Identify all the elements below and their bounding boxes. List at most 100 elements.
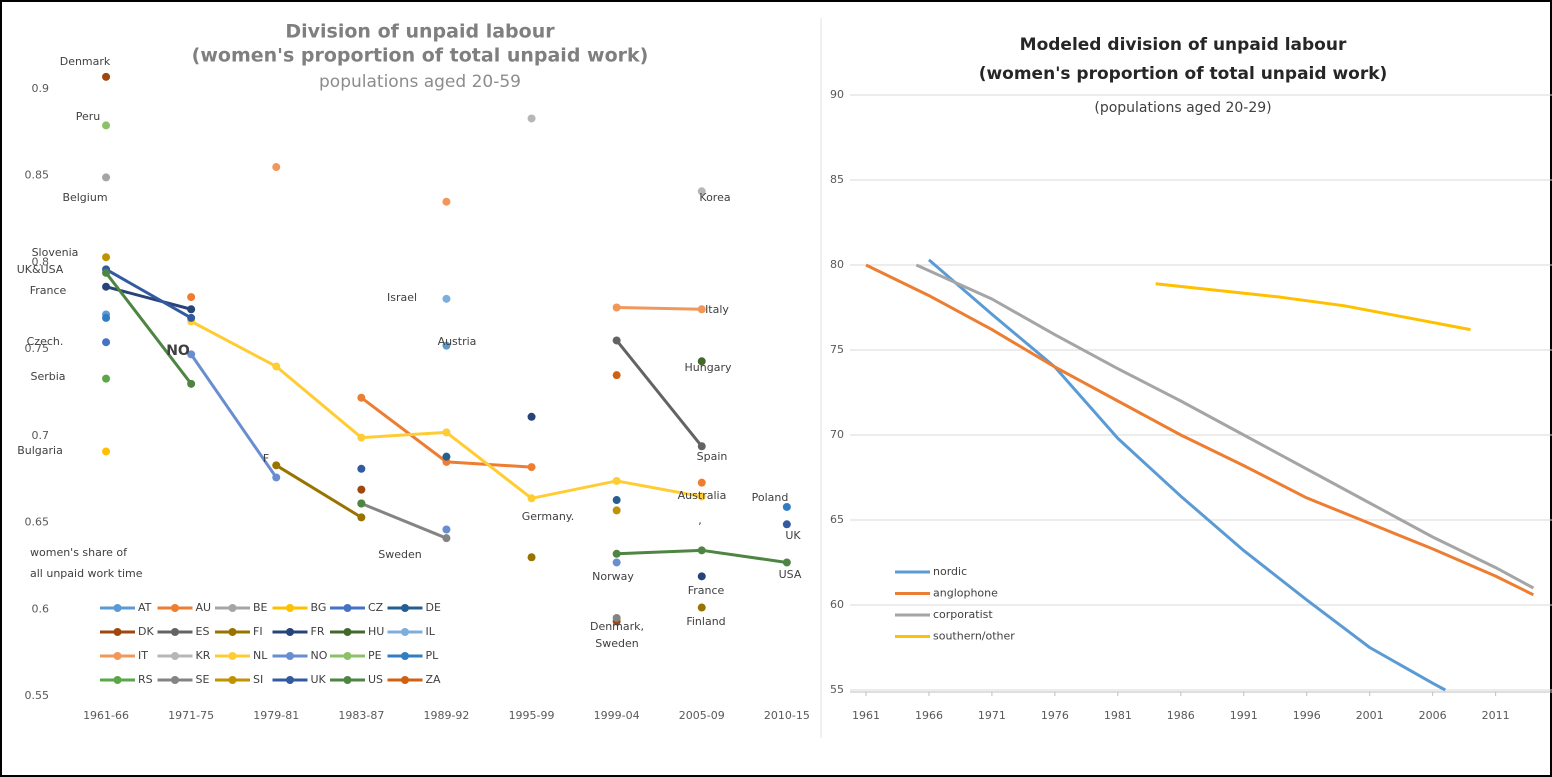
legend-label: DK (138, 625, 154, 638)
annotation: Finland (686, 615, 725, 628)
chart-title: (women's proportion of total unpaid work… (979, 64, 1388, 84)
series-line (616, 306, 702, 311)
point (357, 485, 366, 494)
point (187, 313, 196, 322)
x-tick-label: 2011 (1482, 709, 1510, 722)
legend-marker (343, 652, 352, 660)
annotation: Denmark, (590, 620, 644, 633)
x-tick-label: 1986 (1167, 709, 1195, 722)
legend-marker (286, 604, 294, 612)
y-tick-label: 60 (830, 598, 844, 611)
x-tick-label: 1981 (1104, 709, 1132, 722)
point (102, 253, 111, 262)
legend-marker (401, 652, 409, 660)
point (442, 428, 451, 437)
legend-label: AT (138, 601, 152, 614)
point (102, 72, 111, 81)
x-tick-label: 1971-75 (168, 709, 214, 722)
y-tick-label: 0.75 (25, 342, 50, 355)
point (612, 336, 621, 345)
annotation: Hungary (685, 361, 732, 374)
annotation: Sweden (595, 637, 638, 650)
annotation: Peru (76, 110, 101, 123)
series-line (927, 258, 1446, 692)
point (272, 163, 281, 172)
point (697, 305, 706, 314)
point (697, 442, 706, 451)
point (102, 282, 111, 291)
legend-marker (286, 652, 294, 660)
annotation: Italy (705, 303, 729, 316)
point (442, 197, 451, 206)
y-tick-label: 0.85 (25, 169, 50, 182)
point (102, 173, 111, 182)
point (612, 371, 621, 380)
point (272, 461, 281, 470)
point (612, 613, 621, 622)
legend-marker (228, 604, 237, 612)
x-tick-label: 1989-92 (423, 709, 469, 722)
x-tick-label: 1976 (1041, 709, 1069, 722)
x-tick-label: 2010-15 (764, 709, 810, 722)
legend-marker (228, 652, 237, 660)
annotation: F (263, 452, 269, 465)
chart-title: (women's proportion of total unpaid work… (192, 45, 649, 67)
point (782, 558, 791, 567)
annotation: USA (779, 568, 802, 581)
legend-label: BE (253, 601, 268, 614)
point (102, 447, 111, 456)
legend-label: BG (311, 601, 327, 614)
y-tick-label: 80 (830, 258, 844, 271)
x-tick-label: 1995-99 (509, 709, 555, 722)
annotation: UK (785, 529, 801, 542)
series-line (865, 263, 1535, 597)
point (272, 362, 281, 371)
point (272, 473, 281, 482)
y-tick-label: 0.6 (32, 602, 50, 615)
legend-marker (401, 604, 409, 612)
point (357, 393, 366, 402)
point (442, 534, 451, 543)
annotation: Norway (592, 570, 634, 583)
annotation: Korea (699, 191, 730, 204)
legend-marker (113, 604, 122, 612)
legend-marker (343, 628, 352, 636)
annotation: Germany. (522, 510, 575, 523)
legend-label: ZA (426, 673, 442, 686)
legend-marker (401, 628, 409, 636)
legend-label: IT (138, 649, 148, 662)
point (357, 464, 366, 473)
point (357, 513, 366, 522)
annotation: Poland (752, 491, 789, 504)
point (357, 499, 366, 508)
y-tick-label: 75 (830, 343, 844, 356)
series-line (615, 339, 703, 448)
legend-label: IL (426, 625, 436, 638)
legend-label: anglophone (933, 587, 998, 600)
series-line (915, 263, 1535, 590)
chart-title: Modeled division of unpaid labour (1020, 35, 1347, 55)
y-tick-label: 0.8 (32, 255, 50, 268)
point (697, 492, 706, 501)
legend-marker (113, 628, 122, 636)
x-tick-label: 1999-04 (594, 709, 640, 722)
point (357, 433, 366, 442)
point (527, 412, 536, 421)
annotation: Spain (697, 450, 728, 463)
y-tick-label: 0.7 (32, 429, 50, 442)
x-tick-label: 2005-09 (679, 709, 725, 722)
x-tick-label: 1979-81 (253, 709, 299, 722)
annotation: UK&USA (17, 263, 64, 276)
legend-label: UK (311, 673, 327, 686)
point (442, 525, 451, 534)
point (442, 452, 451, 461)
y-tick-label: 65 (830, 513, 844, 526)
y-tick-label: 0.55 (25, 689, 50, 702)
point (527, 494, 536, 503)
point (527, 463, 536, 472)
legend-label: AU (196, 601, 212, 614)
point (102, 121, 111, 130)
annotation: Bulgaria (17, 444, 63, 457)
